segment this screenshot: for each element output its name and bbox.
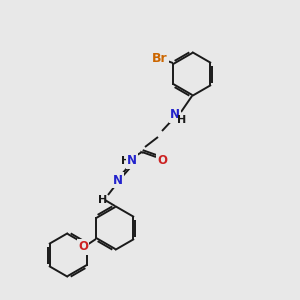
Text: N: N [170,109,180,122]
Text: H: H [122,156,130,166]
Text: O: O [157,154,167,166]
Text: N: N [113,173,123,187]
Text: H: H [177,115,187,125]
Text: O: O [78,241,88,254]
Text: Br: Br [152,52,168,64]
Text: N: N [127,154,137,167]
Text: H: H [98,195,108,205]
